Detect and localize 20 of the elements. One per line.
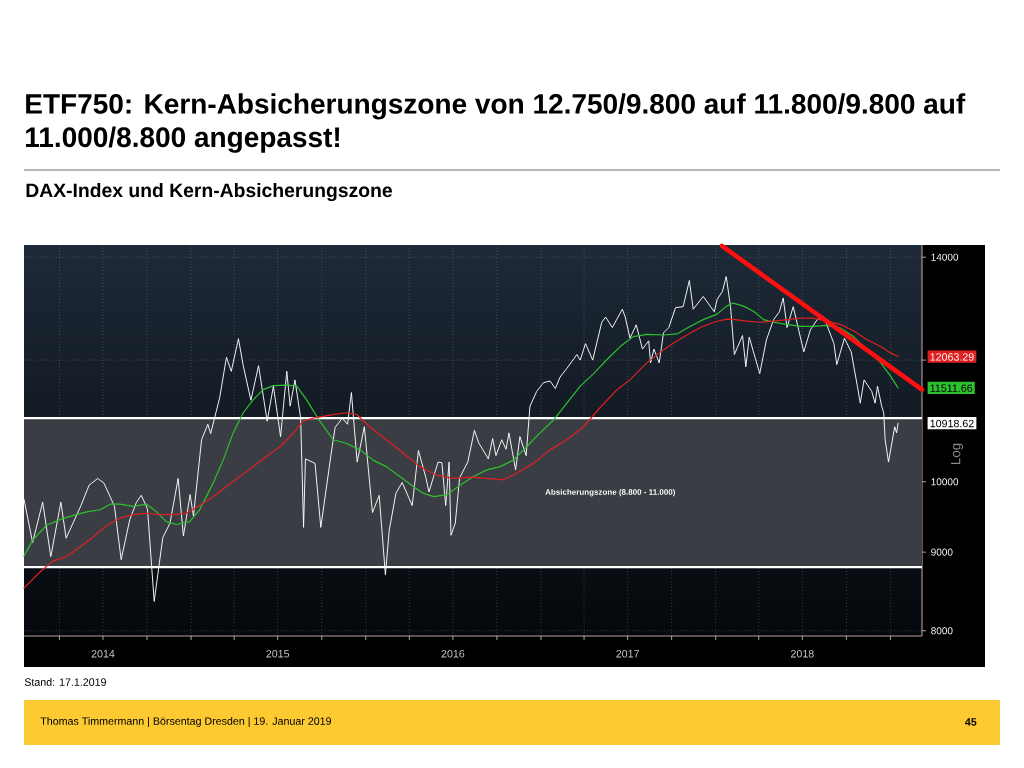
y-tick-label: 14000 — [931, 253, 959, 261]
text: 12063.29 — [930, 353, 974, 361]
x-tick-label: 2016 — [441, 649, 465, 658]
text: 45 — [965, 718, 977, 726]
y-tick-label: 10000 — [931, 478, 959, 486]
x-tick-label: 2017 — [616, 649, 639, 658]
line-series — [23, 302, 899, 557]
chart-subtitle: DAX-Index und Kern-Absicherungszone — [26, 182, 392, 202]
band-label: Absicherungszone (8.800 - 11.000) — [545, 488, 675, 497]
text: 10918.62 — [930, 419, 974, 428]
x-tick-label: 2014 — [91, 649, 115, 658]
text: Stand: 17.1.2019 — [24, 678, 106, 686]
text: Thomas Timmermann | Börsentag Dresden | 19. Januar 2019 — [40, 717, 332, 727]
text: Log — [951, 443, 963, 465]
y-tick-label: 8000 — [931, 627, 953, 635]
chart-title: ETF750: Kern-Absicherungszone von 12.750/9.800 auf 11.800/9.800 auf 11.000/8.800 angepasst! — [26, 93, 966, 153]
x-tick-label: 2018 — [791, 649, 814, 658]
text: 11511.66 — [930, 384, 973, 392]
y-tick-label: 9000 — [931, 548, 953, 556]
x-tick-label: 2015 — [266, 649, 290, 658]
